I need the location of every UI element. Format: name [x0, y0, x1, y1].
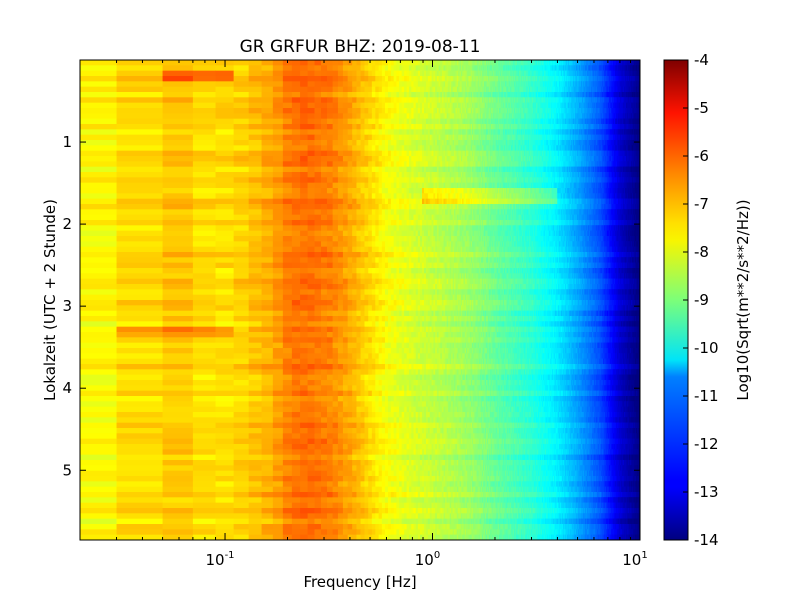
colorbar-tick-label: -5: [694, 99, 709, 117]
y-tick-label: 5: [62, 461, 72, 479]
y-tick-label: 1: [62, 133, 72, 151]
colorbar-tick-label: -11: [694, 387, 719, 405]
colorbar-tick-label: -6: [694, 147, 709, 165]
chart-title: GR GRFUR BHZ: 2019-08-11: [240, 37, 481, 57]
y-tick-label: 3: [62, 297, 72, 315]
y-tick-label: 2: [62, 215, 72, 233]
plot-frame: [79, 59, 641, 541]
spectrogram-heatmap: [80, 60, 640, 540]
colorbar-tick-label: -10: [694, 339, 719, 357]
x-tick-label: 10-1: [205, 550, 234, 569]
colorbar-tick-label: -14: [694, 531, 719, 549]
colorbar-tick-label: -13: [694, 483, 719, 501]
x-axis-ticks: 10-1 100 101: [79, 60, 648, 569]
colorbar-label: Log10(Sqrt(m**2/s**2/Hz)): [734, 199, 752, 400]
y-axis-ticks: 1 2 3 4 5: [62, 133, 640, 479]
y-tick-label: 4: [62, 379, 72, 397]
colorbar-tick-label: -8: [694, 243, 709, 261]
x-tick-label: 101: [622, 550, 647, 569]
y-axis-label: Lokalzeit (UTC + 2 Stunde): [41, 199, 59, 401]
colorbar-tick-label: -12: [694, 435, 719, 453]
colorbar-tick-label: -4: [694, 51, 709, 69]
x-tick-label: 100: [415, 550, 440, 569]
colorbar-tick-label: -7: [694, 195, 709, 213]
colorbar: -4 -5 -6 -7 -8 -9 -10 -11 -12 -13 -14 Log10(Sqrt(m…: [663, 51, 752, 549]
x-axis-label: Frequency [Hz]: [303, 573, 416, 591]
colorbar-tick-label: -9: [694, 291, 709, 309]
colorbar-ticks: -4 -5 -6 -7 -8 -9 -10 -11 -12 -13 -14: [683, 51, 719, 549]
